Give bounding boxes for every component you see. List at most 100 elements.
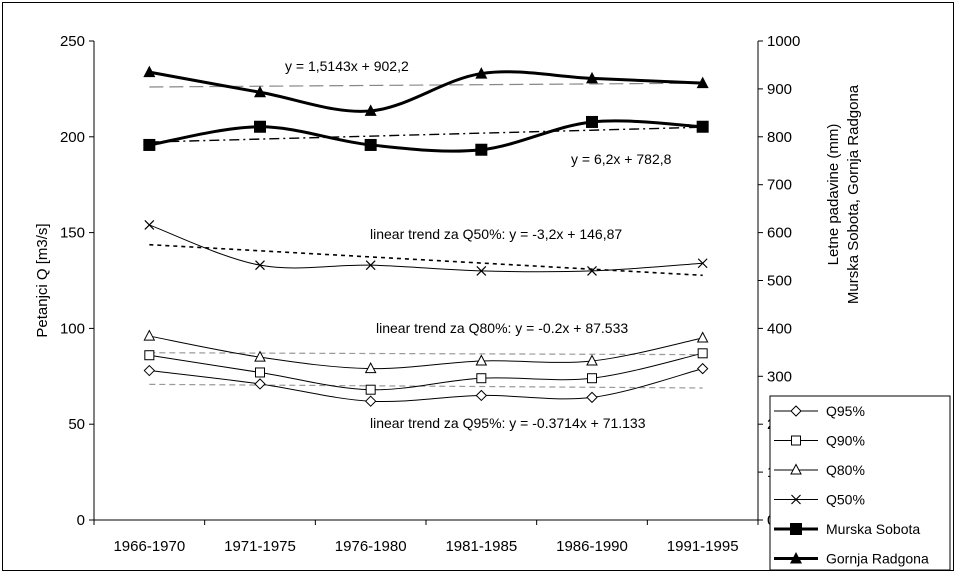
data-point-marker	[144, 350, 155, 361]
series-q90-	[144, 348, 708, 395]
x-tick-label: 1981-1985	[445, 538, 517, 555]
series-line	[149, 70, 703, 113]
series-line	[149, 368, 703, 403]
data-point-marker	[586, 354, 598, 366]
data-point-marker	[586, 71, 598, 84]
trendline-equation-label: linear trend za Q50%: y = -3,2x + 146,87	[370, 226, 622, 242]
data-point-marker	[254, 350, 266, 362]
data-point-marker	[254, 120, 266, 133]
data-point-marker	[696, 120, 709, 133]
data-point-marker	[790, 463, 802, 475]
series-murska-sobota	[143, 115, 709, 156]
data-point-marker	[696, 331, 709, 343]
trendline-equation-label: y = 6,2x + 782,8	[571, 151, 672, 167]
trendline	[149, 82, 703, 88]
data-point-marker	[697, 258, 708, 269]
chart: 0501001502002500100200300400500600700800…	[34, 33, 951, 571]
legend-item: Murska Sobota	[774, 521, 920, 537]
data-point-marker	[365, 384, 376, 395]
data-point-marker	[475, 389, 488, 402]
data-point-marker	[476, 265, 487, 276]
trendline	[149, 383, 703, 389]
y-axis-right-title-line2: Murska Sobota, Gornja Radgona	[845, 84, 862, 304]
legend-label: Q80%	[826, 462, 865, 478]
y-left-tick-label: 250	[60, 33, 85, 50]
series-line	[149, 224, 703, 273]
data-point-marker	[790, 552, 802, 564]
data-point-marker	[143, 138, 156, 151]
data-point-marker	[475, 354, 488, 366]
y-right-tick-label: 400	[767, 320, 792, 337]
data-point-marker	[697, 348, 708, 359]
data-point-marker	[696, 362, 709, 375]
data-point-marker	[143, 364, 156, 377]
y-right-tick-label: 300	[767, 368, 792, 385]
y-left-tick-label: 50	[68, 416, 85, 433]
x-tick-label: 1991-1995	[667, 538, 739, 555]
data-point-marker	[791, 494, 801, 505]
legend-label: Gornja Radgona	[826, 551, 929, 567]
x-tick-label: 1986-1990	[556, 538, 628, 555]
data-point-marker	[364, 138, 377, 151]
series-q80-	[143, 329, 709, 374]
data-point-marker	[364, 104, 377, 116]
data-point-marker	[255, 367, 265, 378]
legend-item: Gornja Radgona	[774, 551, 929, 567]
y-axis-left-title: Petanjci Q [m3/s]	[34, 223, 51, 337]
data-point-marker	[364, 362, 377, 374]
data-point-marker	[365, 260, 376, 271]
series-q50-	[144, 220, 708, 276]
data-point-marker	[254, 85, 266, 98]
legend-label: Murska Sobota	[826, 521, 920, 537]
data-point-marker	[791, 435, 801, 446]
trendline-equation-label: y = 1,5143x + 902,2	[285, 58, 409, 74]
legend-label: Q90%	[826, 433, 865, 449]
data-point-marker	[143, 329, 156, 341]
data-point-marker	[144, 220, 155, 230]
y-left-tick-label: 100	[60, 320, 85, 337]
data-point-marker	[364, 395, 377, 407]
y-left-tick-label: 150	[60, 225, 85, 242]
data-point-marker	[143, 65, 156, 78]
legend-box	[769, 395, 951, 571]
data-point-marker	[790, 523, 802, 535]
data-point-marker	[475, 143, 488, 156]
x-tick-label: 1971-1975	[224, 538, 296, 555]
data-point-marker	[587, 265, 597, 276]
data-point-marker	[790, 405, 802, 417]
y-right-tick-label: 800	[767, 129, 792, 146]
legend-item: Q80%	[774, 462, 865, 478]
series-line	[149, 335, 703, 370]
data-point-marker	[586, 391, 598, 404]
data-point-marker	[255, 260, 265, 271]
trendline-equation-label: linear trend za Q95%: y = -0.3714x + 71.…	[370, 415, 646, 431]
data-point-marker	[696, 76, 709, 89]
data-point-marker	[586, 115, 598, 128]
y-right-tick-label: 600	[767, 225, 792, 242]
y-right-tick-label: 700	[767, 177, 792, 194]
y-right-tick-label: 900	[767, 81, 792, 98]
trendline-equation-label: linear trend za Q80%: y = -0.2x + 87.533	[376, 320, 628, 336]
x-tick-label: 1976-1980	[335, 538, 407, 555]
legend-label: Q50%	[826, 492, 865, 508]
y-right-tick-label: 1000	[767, 33, 800, 50]
trendline	[149, 352, 703, 356]
legend-label: Q95%	[826, 403, 865, 419]
series-line	[149, 119, 703, 153]
data-point-marker	[254, 378, 266, 390]
data-point-marker	[476, 373, 487, 384]
y-right-tick-label: 500	[767, 273, 792, 290]
x-tick-label: 1966-1970	[113, 538, 185, 555]
data-point-marker	[475, 67, 488, 79]
trendline	[149, 126, 703, 143]
y-axis-right-title-line1: Letne padavine (mm)	[825, 124, 842, 266]
series-line	[149, 352, 703, 391]
legend-item: Q90%	[774, 433, 865, 449]
series-gornja-radgona	[143, 65, 709, 116]
y-left-tick-label: 0	[77, 512, 85, 529]
legend-item: Q95%	[774, 403, 865, 419]
series-q95-	[143, 362, 709, 407]
trendline	[149, 243, 703, 277]
legend: Q95% Q90% Q80% Q50% Murska Sobota Gornja Radg…	[769, 395, 951, 571]
